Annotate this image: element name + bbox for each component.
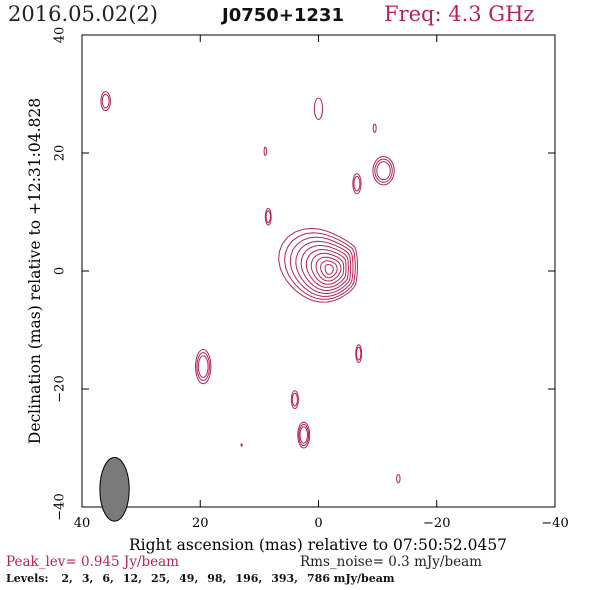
levels-list: 2, 3, 6, 12, 25, 49, 98, 196, 393, 786 mJy/beam: [52, 572, 394, 585]
rms-noise: Rms_noise= 0.3 mJy/beam: [300, 554, 482, 570]
contour-component: [372, 156, 395, 186]
y-tick-label: 20: [53, 145, 68, 162]
levels-prefix: Levels:: [6, 572, 49, 585]
contour-core: [324, 264, 334, 275]
level-value: 25,: [151, 572, 171, 585]
level-value: 98,: [207, 572, 227, 585]
level-value: 3,: [81, 572, 94, 585]
contour-component: [376, 161, 391, 181]
contour-core: [315, 256, 342, 282]
contour-component: [352, 173, 362, 195]
contour-core: [320, 260, 338, 279]
x-axis-label: Right ascension (mas) relative to 07:50:…: [129, 536, 507, 554]
contour-component: [374, 158, 393, 183]
contour-component: [298, 423, 310, 447]
contour-component: [372, 123, 377, 133]
level-value: 6,: [102, 572, 114, 585]
level-value: 393,: [271, 572, 299, 585]
y-tick-label: 40: [53, 27, 68, 44]
x-tick-label: 20: [192, 516, 209, 531]
plot-frame: [81, 34, 556, 508]
y-axis-label: Declination (mas) relative to +12:31:04.…: [26, 98, 44, 444]
beam-ellipse: [99, 456, 130, 522]
contour-core: [289, 236, 354, 297]
level-value: 786 mJy/beam: [307, 572, 395, 585]
level-value: 49,: [179, 572, 199, 585]
contour-component: [297, 421, 311, 449]
x-tick-label: 0: [314, 516, 322, 531]
contour-core: [310, 252, 345, 285]
contour-core: [300, 244, 349, 292]
contour-core: [295, 240, 352, 295]
contour-component: [240, 443, 243, 447]
contour-component: [356, 346, 362, 361]
source-name: J0750+1231: [222, 5, 344, 26]
contour-component: [313, 97, 324, 120]
level-value: 196,: [235, 572, 263, 585]
y-tick-label: −20: [53, 375, 68, 402]
contour-component: [101, 93, 110, 109]
contour-component: [265, 210, 271, 224]
contour-core: [305, 248, 347, 288]
level-value: 2,: [61, 572, 73, 585]
contour-component: [299, 426, 308, 444]
contour-levels: Levels: 2, 3, 6, 12, 25, 49, 98, 196, 393, 786 mJ…: [6, 572, 395, 585]
x-tick-label: −40: [541, 516, 568, 531]
contour-component: [291, 392, 298, 407]
contour-core: [284, 232, 356, 300]
contour-component: [195, 348, 212, 385]
contour-component: [353, 175, 361, 192]
contour-component: [264, 207, 272, 226]
y-tick-label: −40: [53, 493, 68, 520]
contour-component: [196, 352, 210, 382]
contour-core: [278, 227, 359, 303]
contour-component: [396, 474, 401, 484]
contour-component: [355, 344, 363, 363]
frequency-label: Freq: 4.3 GHz: [384, 2, 535, 26]
contour-component: [290, 390, 299, 409]
y-tick-label: 0: [53, 267, 68, 275]
contour-component: [100, 91, 111, 112]
peak-level: Peak_lev= 0.945 Jy/beam: [6, 554, 179, 570]
contour-component: [263, 146, 267, 156]
x-tick-label: −20: [423, 516, 450, 531]
level-value: 12,: [122, 572, 142, 585]
contour-component: [197, 355, 209, 378]
x-tick-label: 40: [74, 516, 91, 531]
epoch-date: 2016.05.02(2): [8, 2, 158, 26]
